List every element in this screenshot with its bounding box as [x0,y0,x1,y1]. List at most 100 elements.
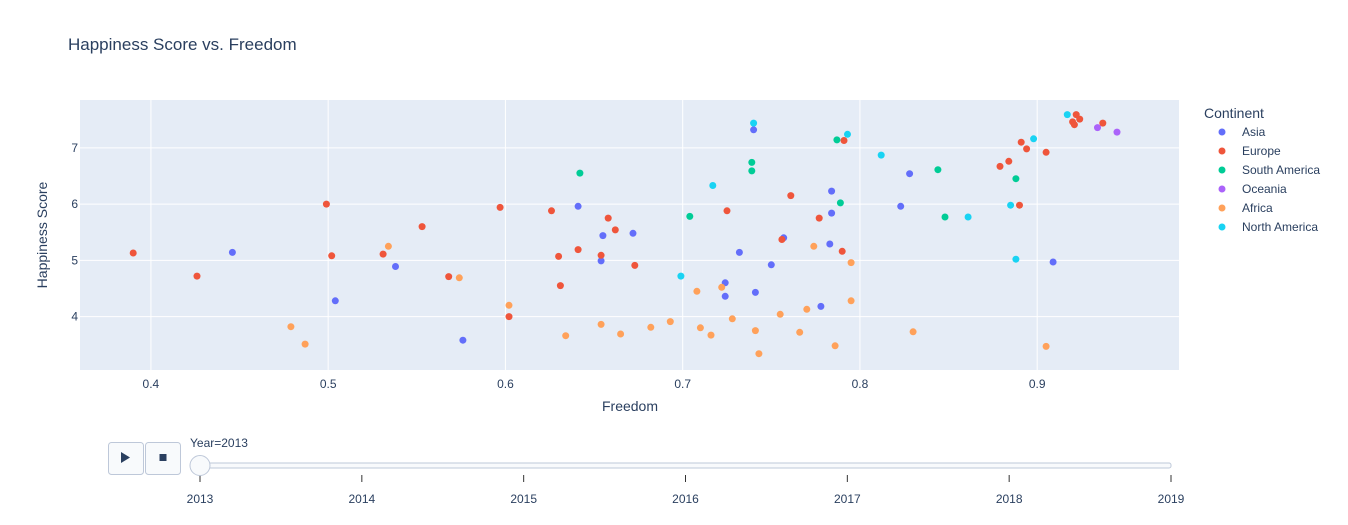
point-asia[interactable] [897,202,905,210]
point-europe[interactable] [840,137,848,144]
point-europe[interactable] [631,261,639,269]
legend-item-north-america[interactable]: North America [1218,220,1319,234]
point-asia[interactable] [228,248,236,256]
point-africa[interactable] [597,320,605,328]
point-oceania[interactable] [1113,128,1121,136]
point-africa[interactable] [1042,342,1050,350]
point-africa[interactable] [831,342,839,350]
point-africa[interactable] [847,297,855,305]
point-north-america[interactable] [750,119,758,127]
point-europe[interactable] [1023,145,1031,153]
point-europe[interactable] [723,207,731,215]
point-south-america[interactable] [576,169,584,177]
point-south-america[interactable] [934,166,942,174]
point-asia[interactable] [629,229,637,237]
point-africa[interactable] [803,305,811,313]
point-asia[interactable] [1049,258,1057,266]
point-africa[interactable] [696,324,704,332]
point-oceania[interactable] [1094,124,1101,132]
point-africa[interactable] [301,340,309,348]
point-north-america[interactable] [1063,111,1071,119]
legend-item-oceania[interactable]: Oceania [1218,182,1288,196]
point-europe[interactable] [1017,138,1025,146]
point-europe[interactable] [778,236,786,243]
point-africa[interactable] [287,323,295,331]
point-africa[interactable] [647,323,655,331]
point-north-america[interactable] [1012,255,1020,263]
point-asia[interactable] [767,261,775,269]
point-south-america[interactable] [1012,175,1020,183]
point-north-america[interactable] [1007,201,1015,209]
point-north-america[interactable] [877,151,885,159]
point-europe[interactable] [1042,148,1050,156]
point-asia[interactable] [574,202,582,210]
point-europe[interactable] [838,247,846,255]
legend-item-south-america[interactable]: South America [1218,163,1321,177]
point-europe[interactable] [445,273,453,281]
point-north-america[interactable] [844,130,851,138]
point-africa[interactable] [617,330,625,338]
point-south-america[interactable] [748,167,756,175]
point-north-america[interactable] [1030,135,1038,143]
point-africa[interactable] [384,242,392,250]
point-asia[interactable] [331,297,339,305]
point-asia[interactable] [392,263,399,270]
point-north-america[interactable] [964,213,972,221]
legend-item-africa[interactable]: Africa [1218,201,1274,215]
point-africa[interactable] [796,328,804,336]
stop-button[interactable] [145,442,181,475]
point-europe[interactable] [611,226,619,234]
point-europe[interactable] [1099,119,1107,127]
point-africa[interactable] [707,331,715,339]
point-europe[interactable] [604,214,612,222]
point-europe[interactable] [1005,157,1013,165]
legend-item-asia[interactable]: Asia [1218,125,1266,139]
slider-handle[interactable] [189,455,211,476]
point-africa[interactable] [455,274,463,282]
point-europe[interactable] [1016,201,1023,209]
point-asia[interactable] [459,336,467,344]
point-africa[interactable] [847,259,855,267]
point-asia[interactable] [597,257,605,265]
legend-item-europe[interactable]: Europe [1218,144,1282,158]
point-asia[interactable] [750,126,758,134]
point-south-america[interactable] [836,199,844,207]
point-europe[interactable] [555,252,563,260]
point-europe[interactable] [548,207,555,215]
play-button[interactable] [108,442,144,475]
plot-area[interactable] [80,100,1179,370]
point-europe[interactable] [328,252,336,260]
point-europe[interactable] [418,223,426,231]
point-europe[interactable] [496,203,504,211]
point-africa[interactable] [693,287,701,295]
point-asia[interactable] [751,288,759,296]
point-south-america[interactable] [748,158,756,166]
point-south-america[interactable] [686,212,694,220]
point-africa[interactable] [751,327,759,335]
point-africa[interactable] [909,328,917,336]
point-africa[interactable] [562,332,570,340]
point-europe[interactable] [787,192,795,200]
point-asia[interactable] [599,232,607,240]
point-europe[interactable] [815,214,823,222]
point-europe[interactable] [505,313,513,321]
point-south-america[interactable] [941,213,949,221]
point-africa[interactable] [505,301,513,309]
point-north-america[interactable] [709,182,717,189]
point-europe[interactable] [556,282,564,290]
point-europe[interactable] [597,251,605,259]
point-europe[interactable] [379,250,387,258]
point-europe[interactable] [193,272,201,280]
point-asia[interactable] [828,209,836,217]
point-europe[interactable] [574,246,582,254]
point-africa[interactable] [666,318,674,326]
point-asia[interactable] [826,240,834,248]
point-europe[interactable] [322,200,330,208]
point-asia[interactable] [906,170,914,178]
point-africa[interactable] [810,242,818,250]
point-africa[interactable] [728,315,736,323]
point-asia[interactable] [721,292,729,300]
point-asia[interactable] [735,248,743,256]
point-asia[interactable] [817,302,825,310]
point-south-america[interactable] [833,136,841,144]
